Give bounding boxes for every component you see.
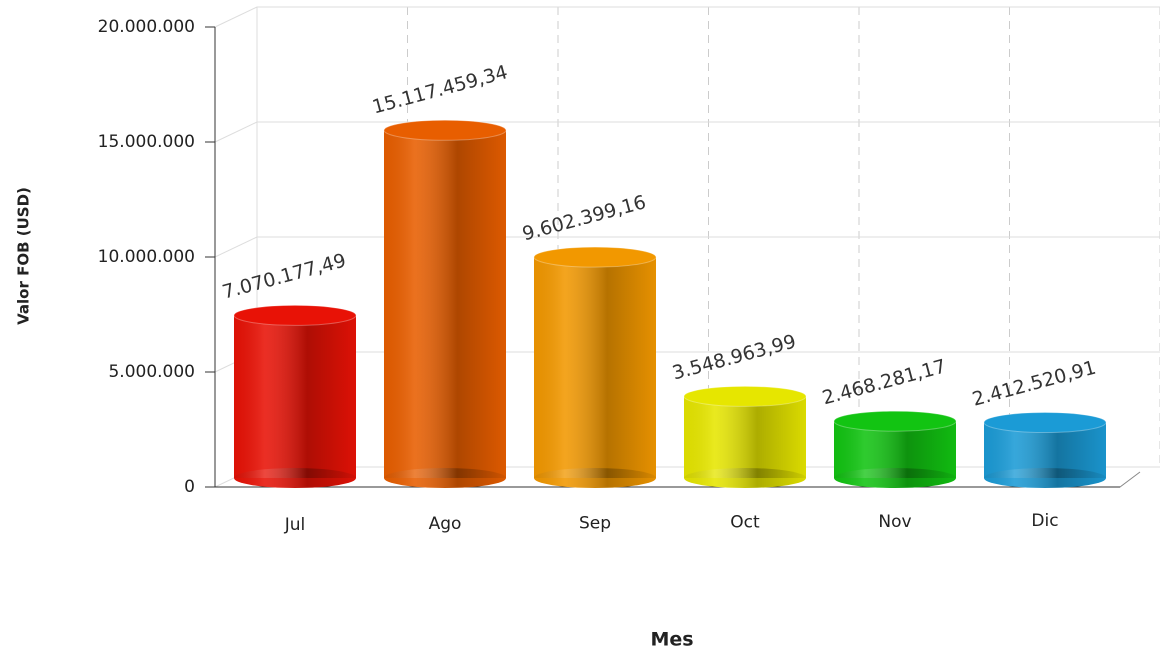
x-tick-label: Sep bbox=[579, 513, 611, 533]
x-tick-label: Nov bbox=[878, 512, 911, 532]
value-label: 7.070.177,49 bbox=[220, 249, 348, 303]
y-axis-title: Valor FOB (USD) bbox=[15, 187, 33, 325]
bar-top bbox=[233, 304, 357, 326]
grid-line bbox=[214, 6, 1160, 28]
bar-shade bbox=[684, 396, 806, 478]
y-tick-label: 15.000.000 bbox=[98, 132, 195, 152]
value-label: 2.468.281,17 bbox=[820, 355, 948, 409]
grid-line bbox=[214, 236, 1160, 258]
x-axis-title: Mes bbox=[650, 629, 693, 651]
x-tick-label: Oct bbox=[730, 513, 760, 533]
bar-shade bbox=[384, 130, 506, 478]
bar-top bbox=[683, 385, 807, 407]
y-tick-label: 20.000.000 bbox=[98, 17, 195, 37]
bar-top bbox=[833, 410, 957, 432]
y-tick-label: 10.000.000 bbox=[98, 247, 195, 267]
y-tick-label: 0 bbox=[184, 477, 195, 497]
value-label: 15.117.459,34 bbox=[370, 61, 510, 118]
bar-top bbox=[533, 246, 657, 268]
value-label: 3.548.963,99 bbox=[670, 330, 798, 384]
bar-top bbox=[383, 119, 507, 141]
x-tick-label: Ago bbox=[429, 514, 462, 534]
value-label: 2.412.520,91 bbox=[970, 357, 1098, 411]
x-tick-label: Jul bbox=[284, 515, 306, 535]
bar-shade bbox=[534, 257, 656, 478]
x-tick-label: Dic bbox=[1031, 511, 1058, 531]
bar-top bbox=[983, 412, 1107, 434]
bar-shade bbox=[234, 315, 356, 478]
grid-line bbox=[214, 121, 1160, 143]
y-tick-label: 5.000.000 bbox=[108, 362, 195, 382]
